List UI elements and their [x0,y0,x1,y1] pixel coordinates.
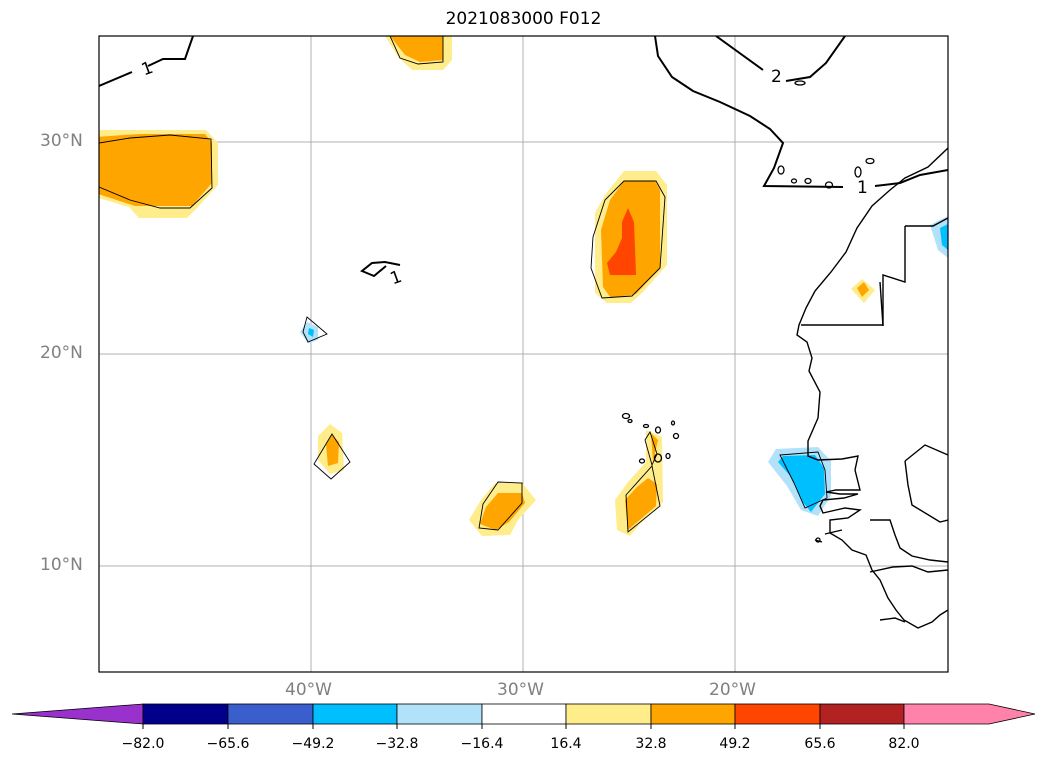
negative-anomaly-region [308,328,314,337]
islands [621,80,875,543]
positive-anomaly-region [480,493,525,530]
positive-anomaly-region [625,478,657,530]
colorbar-extend-high [903,703,1036,725]
map-frame [98,35,949,673]
colorbar-tick-label: 49.2 [719,736,751,752]
colorbar-tick-label: −49.2 [291,736,335,752]
lat-label: 30°N [40,131,83,151]
colorbar-segment [396,703,483,725]
map-area [99,36,948,672]
positive-anomaly-region [857,282,869,297]
colorbar-segment [312,703,398,725]
gridlines [99,36,948,672]
negative-anomaly-region [778,455,825,512]
colorbar [11,703,1036,725]
colorbar-ticks [142,724,905,729]
positive-anomaly-region [99,134,212,206]
colorbar-segment [734,703,821,725]
contour-label: 1 [388,267,405,289]
colorbar-segment [481,703,567,725]
contour-label: 1 [139,58,156,80]
colorbar-tick-label: 82.0 [888,736,920,752]
colorbar-tick-label: −16.4 [460,736,504,752]
colorbar-tick-label: −82.0 [121,736,165,752]
lat-label: 10°N [40,555,83,575]
contour-label: 2 [771,67,782,87]
thick-contour-lines [99,36,948,278]
colorbar-tick-label: −65.6 [206,736,250,752]
colorbar-segment [565,703,652,725]
colorbar-segment [819,703,905,725]
colorbar-segment [227,703,314,725]
negative-anomaly-region [940,224,948,250]
filled-contours [99,36,948,536]
colorbar-segment [142,703,229,725]
colorbar-tick-label: −32.8 [375,736,419,752]
colorbar-extend-low [11,703,144,725]
colorbar-tick-label: 32.8 [635,736,667,752]
lon-label: 40°W [285,680,332,700]
coastlines [796,147,948,629]
lat-label: 20°N [40,343,83,363]
colorbar-segment [650,703,736,725]
strong-positive-anomaly-region [607,208,636,275]
lon-label: 30°W [497,680,544,700]
positive-anomaly-region [390,36,443,62]
colorbar-tick-label: 16.4 [550,736,582,752]
thin-contour-lines [99,36,828,533]
lon-label: 20°W [709,680,756,700]
colorbar-tick-label: 65.6 [804,736,836,752]
contour-label: 1 [857,178,868,198]
map-title: 2021083000 F012 [445,9,602,29]
positive-anomaly-region [326,435,339,466]
